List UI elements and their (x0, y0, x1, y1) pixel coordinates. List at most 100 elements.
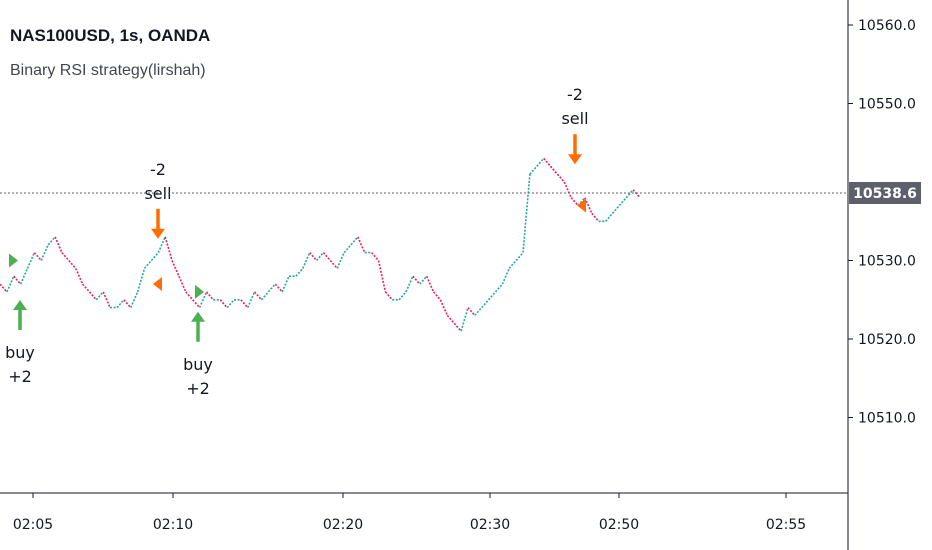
sell-exit-marker (153, 277, 162, 292)
price-segment (219, 299, 228, 309)
price-segment (439, 299, 449, 316)
price-segment (61, 252, 70, 262)
price-segment (625, 189, 634, 199)
price-segment (384, 291, 393, 301)
price-segment (157, 236, 166, 253)
price-segment (260, 291, 270, 301)
price-segment (419, 275, 428, 285)
signal-label-top: -2 (150, 160, 166, 179)
price-segment (508, 259, 517, 269)
price-segment (501, 268, 510, 285)
price-segment (446, 314, 455, 324)
price-segment (150, 252, 159, 262)
price-segment (281, 275, 290, 293)
price-segment (584, 197, 593, 214)
price-segment (460, 307, 469, 332)
sell-exit-marker (577, 198, 586, 213)
price-segment (116, 299, 125, 309)
y-tick-label: 10520.0 (858, 332, 916, 348)
price-segment (556, 173, 565, 183)
x-tick-label: 02:20 (323, 517, 363, 533)
price-segment (274, 283, 283, 293)
buy-arrow-head (13, 299, 27, 310)
price-segment (13, 275, 22, 285)
price-segment (405, 275, 414, 293)
price-segment (19, 268, 29, 285)
buy-exit-marker (195, 284, 204, 299)
price-segment (336, 252, 345, 269)
x-tick-label: 02:50 (599, 517, 639, 533)
price-segment (95, 291, 104, 301)
price-segment (267, 283, 276, 293)
price-segment (54, 236, 63, 253)
price-segment (570, 197, 579, 207)
signal-label-bottom: +2 (8, 367, 32, 386)
price-segment (123, 299, 132, 309)
price-segment (6, 275, 15, 293)
time-axis[interactable]: 02:05 02:10 02:20 02:30 02:50 02:55 (13, 493, 806, 533)
price-segment (474, 307, 483, 316)
price-segment (563, 181, 572, 199)
price-axis[interactable]: 10560.0 10550.0 10530.0 10520.0 10510.0 (848, 18, 916, 427)
price-segment (246, 291, 256, 308)
price-segment (192, 299, 201, 309)
price-segment (82, 283, 91, 293)
price-segment (309, 252, 318, 262)
price-segment (611, 204, 621, 214)
price-segment (164, 236, 173, 261)
price-segment (26, 252, 36, 269)
y-tick-label: 10550.0 (858, 97, 916, 113)
signal-label-top: -2 (567, 85, 583, 104)
x-tick-label: 02:05 (13, 517, 53, 533)
last-price-badge: 10538.6 (849, 182, 921, 204)
price-segment (536, 157, 545, 167)
signal-label-bottom: +2 (186, 379, 210, 398)
price-segment (432, 291, 442, 301)
price-segment (322, 252, 331, 262)
price-segment (0, 283, 8, 293)
price-segment (632, 189, 641, 199)
study-name: Binary RSI strategy(lirshah) (10, 62, 206, 79)
price-segment (481, 299, 490, 309)
price-segment (549, 165, 559, 175)
price-series (0, 157, 641, 332)
price-segment (302, 252, 311, 269)
price-segment (185, 291, 194, 301)
y-tick-label: 10530.0 (858, 254, 916, 270)
price-segment (343, 244, 352, 254)
price-segment (240, 299, 249, 309)
price-segment (40, 244, 49, 261)
price-segment (74, 268, 84, 285)
chart-title: NAS100USD, 1s, OANDA (10, 26, 211, 45)
price-segment (467, 307, 476, 316)
price-segment (543, 157, 552, 167)
x-tick-label: 02:55 (766, 517, 806, 533)
signal-label-top: buy (5, 343, 35, 362)
price-segment (350, 236, 359, 246)
price-segment (130, 291, 139, 308)
price-segment (398, 291, 407, 301)
price-segment (143, 259, 153, 269)
price-segment (377, 260, 387, 293)
price-segment (198, 291, 208, 308)
last-price-label: 10538.6 (853, 186, 917, 202)
price-segment (515, 252, 524, 262)
price-segment (315, 252, 325, 262)
sell-arrow-head (151, 228, 165, 239)
price-segment (136, 268, 146, 293)
y-tick-label: 10510.0 (858, 411, 916, 427)
price-segment (329, 259, 338, 269)
price-segment (295, 267, 304, 277)
price-segment (529, 165, 538, 175)
price-segment (604, 212, 614, 222)
price-segment (487, 291, 497, 301)
price-segment (591, 212, 600, 222)
price-segment (88, 291, 97, 301)
price-segment (171, 260, 180, 277)
price-segment (357, 236, 366, 253)
x-tick-label: 02:10 (153, 517, 193, 533)
price-segment (102, 291, 111, 308)
price-segment (494, 283, 503, 293)
